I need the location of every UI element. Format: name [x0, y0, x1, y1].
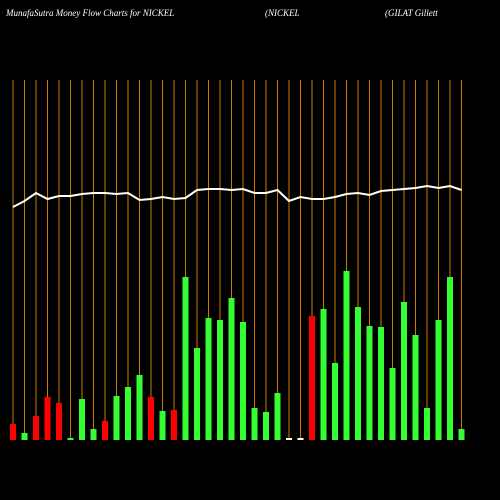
bar	[286, 438, 292, 440]
bar	[113, 396, 120, 440]
bar	[320, 309, 327, 440]
bar	[251, 408, 258, 440]
bar	[217, 320, 223, 440]
bar	[182, 277, 189, 440]
bar	[412, 335, 419, 440]
bar	[343, 271, 350, 440]
bar	[458, 429, 465, 440]
bar	[228, 298, 235, 440]
bar	[67, 438, 74, 440]
bar	[309, 316, 315, 440]
bar	[447, 277, 453, 440]
bar	[424, 408, 430, 440]
bar	[148, 397, 154, 440]
line	[12, 184, 462, 208]
bar	[366, 326, 373, 440]
bar	[125, 387, 131, 440]
bar	[274, 393, 281, 440]
bar	[90, 429, 97, 440]
bar	[159, 411, 166, 440]
bar	[401, 302, 407, 440]
bar	[79, 399, 85, 440]
chart-subtitle: (NICKEL	[265, 8, 300, 18]
bar	[171, 410, 177, 440]
chart-annotation: (GILAT Gillett	[385, 8, 438, 18]
bar	[194, 348, 200, 440]
bar	[435, 320, 442, 440]
bar	[44, 397, 51, 440]
bar	[205, 318, 212, 440]
bar	[102, 421, 108, 440]
chart-title: MunafaSutra Money Flow Charts for NICKEL	[5, 8, 174, 18]
bar	[389, 368, 396, 440]
bar	[297, 438, 304, 440]
bar	[355, 307, 361, 440]
bar	[21, 433, 28, 440]
bar	[136, 375, 143, 440]
bar	[378, 327, 384, 440]
bar	[10, 424, 16, 440]
bar	[240, 322, 246, 440]
bar	[33, 416, 39, 440]
bar	[263, 412, 269, 440]
bar	[332, 363, 338, 440]
bar	[56, 403, 62, 440]
